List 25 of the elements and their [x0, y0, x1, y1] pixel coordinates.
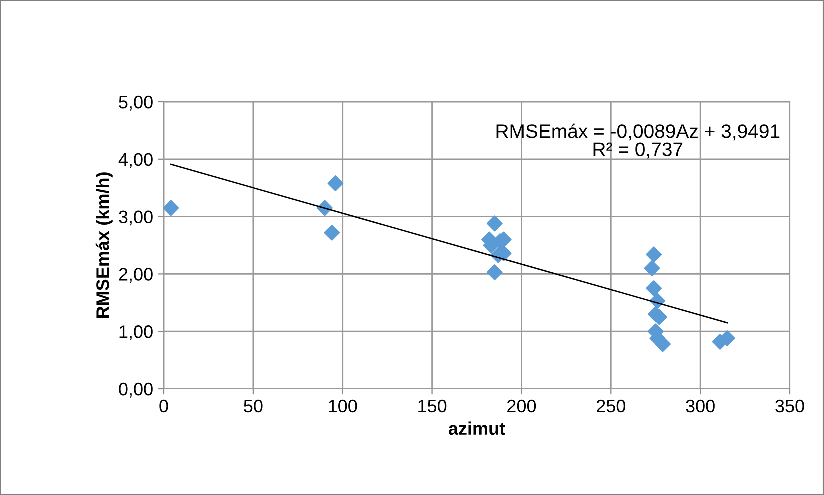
point: [646, 280, 662, 297]
y-tick-label: 0,00: [119, 382, 153, 398]
x-tick-label: 0: [160, 400, 168, 413]
y-tick-label: 4,00: [118, 153, 153, 168]
annotation: RMSEmáx = -0,0089Az + 3,9491 R² = 0,737: [496, 124, 780, 159]
x-tick-label: 200: [508, 400, 536, 413]
point: [486, 264, 503, 280]
point: [328, 176, 344, 192]
y-axis-title: RMSEmáx (km/h): [96, 172, 113, 318]
point: [324, 224, 340, 241]
point: [646, 246, 662, 263]
x-tick-label: 250: [596, 400, 626, 413]
y-tick-label: 2,00: [119, 268, 153, 284]
x-tick-label: 100: [329, 400, 358, 413]
y-tick-label: 1,00: [120, 326, 153, 340]
x-tick-label: 150: [418, 400, 447, 413]
y-tick-label: 3,00: [119, 210, 153, 226]
x-tick-label: 50: [244, 400, 263, 413]
x-tick-label: 300: [686, 400, 715, 413]
x-tick-label: 350: [776, 400, 804, 413]
point: [644, 260, 660, 276]
point: [164, 200, 180, 216]
point: [486, 216, 503, 232]
y-tick-label: 5,00: [119, 96, 153, 111]
x-axis-title: azimut: [448, 422, 506, 436]
